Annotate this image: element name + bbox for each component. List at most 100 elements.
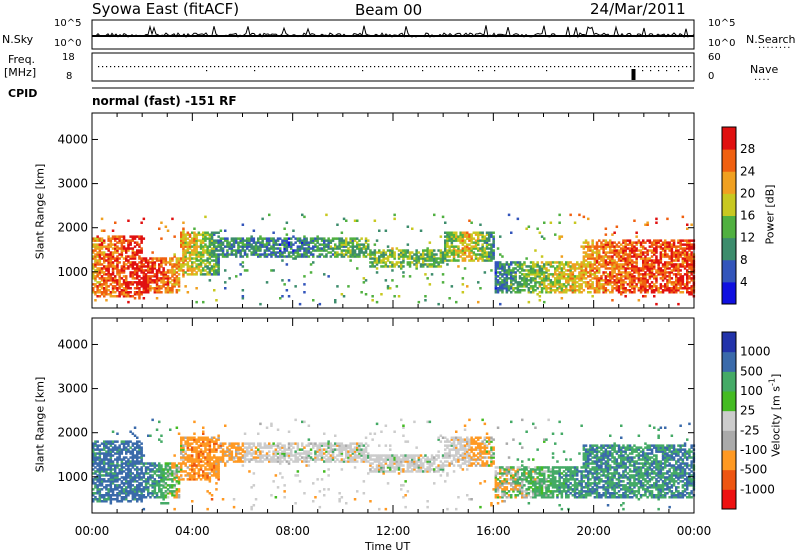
power-cell (591, 285, 594, 288)
power-cell (160, 259, 163, 262)
power-cell (582, 255, 586, 258)
power-cell (620, 275, 623, 278)
power-cell (318, 253, 322, 256)
power-cell (114, 287, 117, 290)
power-cell (96, 239, 99, 242)
power-cell (565, 261, 568, 264)
power-cell (479, 253, 482, 256)
power-cell (100, 217, 104, 221)
power-cell (160, 277, 163, 280)
power-cell (276, 239, 280, 242)
power-cell (558, 261, 561, 264)
power-cell (604, 245, 608, 248)
power-cell (455, 253, 458, 256)
freq-point (570, 66, 572, 68)
power-cell (202, 273, 205, 276)
power-cell (100, 267, 104, 270)
power-cell (415, 259, 418, 262)
velocity-cell (94, 476, 97, 479)
power-cell (529, 273, 533, 276)
power-cell (677, 249, 680, 252)
velocity-cell (160, 468, 163, 471)
power-cell (606, 241, 610, 244)
velocity-cell (202, 454, 205, 457)
power-cell (164, 291, 168, 294)
velocity-cell (149, 476, 152, 479)
power-cell (380, 251, 383, 254)
power-cell (120, 271, 124, 274)
power-cell (672, 285, 676, 288)
power-cell (655, 251, 658, 254)
velocity-cell (94, 482, 97, 485)
velocity-cell (129, 452, 132, 455)
velocity-cell (125, 488, 128, 491)
power-cell (488, 259, 491, 262)
power-cell (235, 253, 238, 256)
power-cell (675, 247, 678, 250)
power-cell (549, 279, 553, 282)
velocity-cell (149, 434, 152, 437)
velocity-cell (213, 454, 216, 457)
power-cell (499, 235, 502, 238)
velocity-cell (193, 420, 196, 424)
power-cell (496, 279, 500, 282)
power-cell (182, 245, 185, 248)
power-cell (573, 275, 577, 278)
velocity-cell (127, 482, 130, 485)
power-cell (525, 279, 528, 282)
power-cell (653, 265, 656, 268)
power-cell (648, 285, 652, 288)
velocity-cell (171, 484, 174, 487)
velocity-cell (153, 480, 157, 483)
power-cell (347, 247, 350, 250)
power-cell (122, 291, 126, 294)
power-cell (628, 255, 632, 258)
power-cell (672, 287, 676, 290)
power-cell (650, 265, 654, 268)
velocity-cell (191, 456, 194, 459)
power-cell (523, 275, 526, 278)
power-cell (151, 271, 154, 274)
power-cell (103, 259, 106, 262)
power-cell (98, 269, 102, 272)
power-cell (565, 289, 568, 292)
velocity-cell (171, 462, 174, 465)
power-cell (147, 277, 150, 280)
velocity-cell (111, 442, 115, 445)
freq-point (194, 66, 196, 68)
velocity-cell (111, 446, 115, 449)
power-cell (611, 251, 614, 254)
power-cell (560, 273, 564, 276)
power-cell (118, 253, 121, 256)
velocity-cell (103, 456, 106, 459)
power-cell (151, 251, 154, 254)
power-cell (188, 233, 192, 236)
power-cell (292, 253, 295, 256)
power-cell (197, 253, 201, 256)
power-cell (622, 275, 625, 278)
power-cell (125, 285, 128, 288)
power-cell (140, 265, 143, 268)
power-cell (433, 261, 436, 264)
power-cell (301, 243, 304, 246)
power-cell (578, 213, 581, 217)
power-cell (646, 239, 649, 242)
power-cell (336, 237, 339, 240)
power-cell (637, 287, 641, 290)
power-cell (140, 235, 143, 238)
power-cell (373, 219, 377, 222)
power-cell (96, 275, 99, 278)
velocity-cell (202, 450, 205, 453)
power-cell (650, 291, 654, 294)
power-cell (611, 245, 614, 248)
power-cell (107, 249, 110, 252)
velocity-cell (173, 454, 176, 457)
power-cell (362, 245, 366, 248)
freq-point (546, 66, 548, 68)
power-cell (686, 241, 689, 244)
power-cell (444, 243, 447, 246)
power-cell (446, 255, 449, 258)
power-cell (358, 253, 361, 256)
power-cell (406, 225, 410, 228)
power-cell (373, 265, 377, 268)
